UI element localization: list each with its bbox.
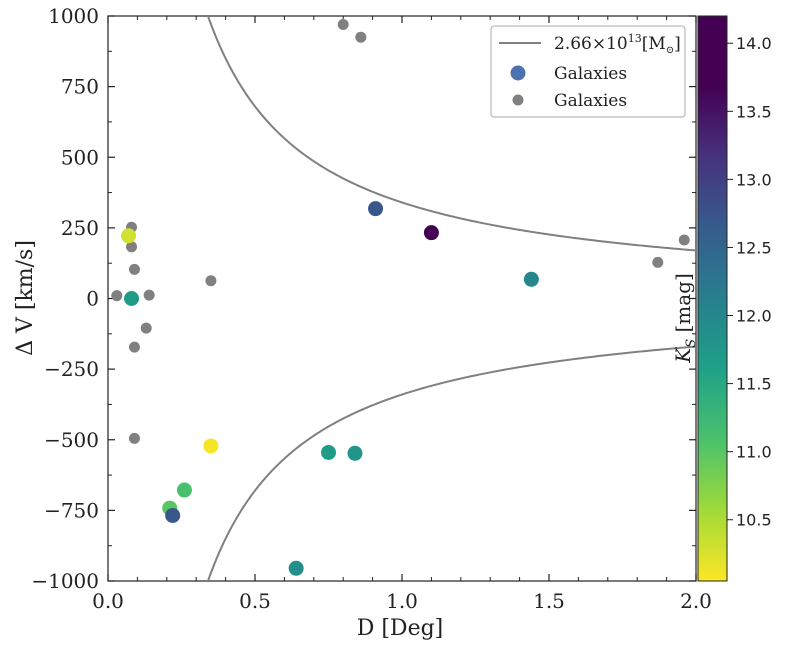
- colored-galaxy-point: [368, 201, 384, 217]
- colorbar-tick-label: 10.5: [736, 511, 772, 530]
- gray-galaxy-point: [143, 289, 155, 301]
- x-tick-label: 2.0: [680, 589, 712, 613]
- colorbar-tick-label: 14.0: [736, 34, 772, 53]
- y-tick-label: 500: [61, 145, 99, 169]
- y-tick-label: 250: [61, 216, 99, 240]
- y-tick-label: −750: [44, 498, 99, 522]
- gray-galaxy-point: [652, 256, 664, 268]
- colorbar-tick-label: 11.0: [736, 443, 772, 462]
- gray-galaxy-point: [126, 241, 138, 253]
- legend-curve-label: 2.66×1013[M⊙]: [554, 32, 681, 56]
- y-tick-label: −500: [44, 428, 99, 452]
- gray-galaxy-points: [111, 18, 690, 444]
- y-tick-label: −1000: [31, 569, 99, 593]
- legend-colored-marker: [510, 65, 526, 81]
- legend-box: [490, 25, 686, 118]
- colorbar-tick-label: 11.5: [736, 375, 772, 394]
- gray-galaxy-point: [355, 31, 367, 43]
- y-axis-ticks: −1000 −750 −500 −250 0 250 500 750 1000: [31, 4, 696, 593]
- legend-gray-marker: [512, 94, 524, 106]
- gray-galaxy-point: [128, 263, 140, 275]
- colorbar-gradient: [697, 15, 728, 582]
- colored-galaxy-point: [321, 444, 336, 460]
- colorbar: 10.5 11.0 11.5 12.0 12.5 13.0 13.5 14.0 KS [mag…: [671, 15, 772, 582]
- colorbar-ticks: 10.5 11.0 11.5 12.0 12.5 13.0 13.5 14.0: [727, 34, 772, 530]
- y-tick-label: 0: [86, 287, 99, 311]
- x-tick-label: 1.5: [533, 589, 565, 613]
- x-axis-ticks: 0.0 0.5 1.0 1.5 2.0: [92, 16, 712, 613]
- legend-colored-label: Galaxies: [554, 64, 627, 84]
- colored-galaxy-point: [165, 507, 181, 523]
- y-axis-title: Δ V [km/s]: [13, 240, 38, 356]
- colored-galaxy-point: [121, 228, 137, 244]
- legend-gray-label: Galaxies: [554, 91, 627, 111]
- colored-galaxy-point: [523, 271, 539, 287]
- colored-galaxy-point: [347, 445, 363, 461]
- colored-galaxy-point: [176, 482, 192, 498]
- colored-galaxy-point: [423, 225, 439, 241]
- x-tick-label: 0.0: [92, 589, 124, 613]
- gray-galaxy-point: [111, 290, 123, 302]
- colorbar-tick-label: 13.0: [736, 170, 772, 189]
- colorbar-tick-label: 12.5: [736, 238, 772, 257]
- gray-galaxy-point: [678, 234, 690, 246]
- colored-galaxy-point: [203, 438, 219, 454]
- gray-galaxy-point: [128, 341, 140, 353]
- gray-galaxy-point: [128, 432, 140, 444]
- y-tick-label: 1000: [48, 4, 99, 28]
- colored-galaxy-point: [288, 560, 304, 576]
- y-tick-label: 750: [61, 75, 99, 99]
- lower-mass-curve: [206, 345, 696, 581]
- gray-galaxy-point: [337, 18, 349, 30]
- colorbar-label: KS [mag]: [671, 273, 699, 364]
- x-tick-label: 0.5: [239, 589, 271, 613]
- colorbar-tick-label: 12.0: [736, 307, 772, 326]
- y-tick-label: −250: [44, 357, 99, 381]
- colored-galaxy-points: [121, 201, 539, 576]
- upper-mass-curve: [206, 16, 696, 252]
- gray-galaxy-point: [140, 322, 152, 334]
- gray-galaxy-point: [205, 275, 217, 287]
- x-axis-title: D [Deg]: [357, 616, 444, 641]
- legend: 2.66×1013[M⊙] Galaxies Galaxies: [490, 25, 686, 118]
- mass-curves: [206, 16, 696, 581]
- colored-galaxy-point: [124, 291, 140, 306]
- colorbar-tick-label: 13.5: [736, 102, 772, 121]
- x-tick-label: 1.0: [386, 589, 418, 613]
